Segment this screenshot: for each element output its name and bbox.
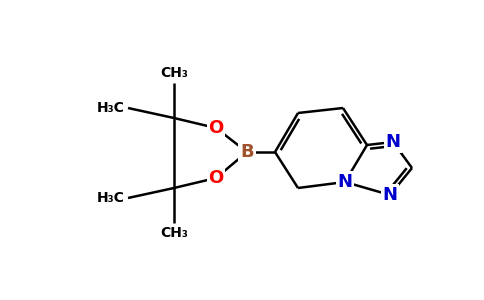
Text: N: N [382,186,397,204]
Text: H₃C: H₃C [97,191,125,205]
Text: B: B [240,143,254,161]
Text: O: O [209,169,224,187]
Text: CH₃: CH₃ [160,226,188,240]
Text: H₃C: H₃C [97,101,125,115]
Text: N: N [337,173,352,191]
Text: CH₃: CH₃ [160,66,188,80]
Text: N: N [385,133,400,151]
Text: O: O [209,119,224,137]
